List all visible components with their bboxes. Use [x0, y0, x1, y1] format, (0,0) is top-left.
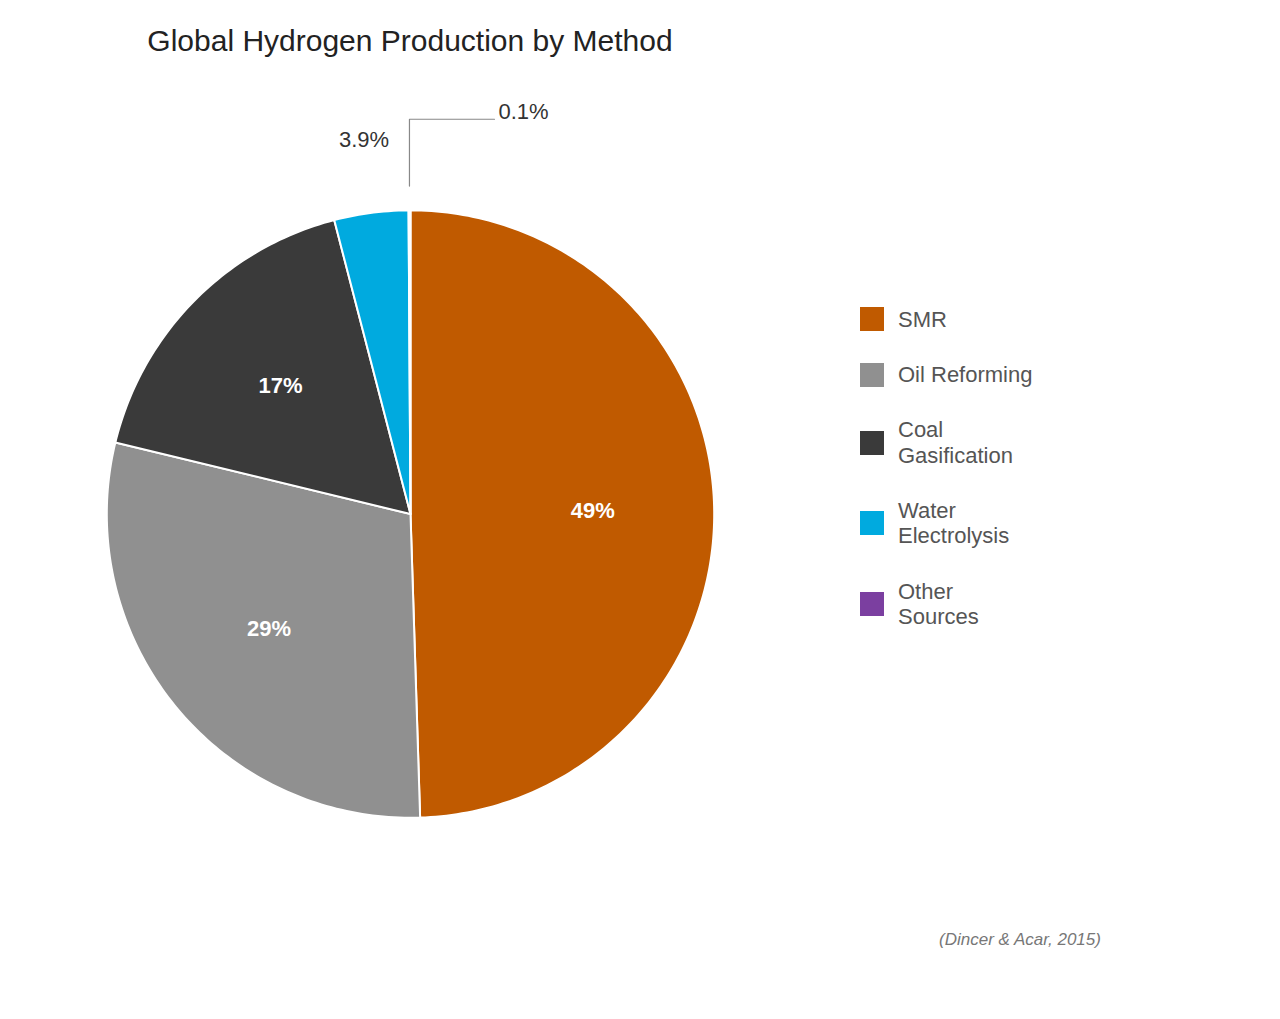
svg-text:29%: 29% [247, 616, 291, 641]
html-text:Coal Gasification: Coal Gasification [898, 417, 1013, 468]
html-text:Global Hydrogen Production by: Global Hydrogen Production by Method [147, 24, 673, 57]
svg-text:0.1%: 0.1% [498, 99, 548, 124]
html-text:Water Electrolysis: Water Electrolysis [898, 498, 1010, 549]
html-text:(Dincer & Acar, 2015): (Dincer & Acar, 2015) [939, 930, 1101, 949]
svg-text:49%: 49% [571, 498, 615, 523]
html-text:Other Sources: Other Sources [898, 578, 979, 629]
svg-text:3.9%: 3.9% [339, 127, 389, 152]
html-text:Oil Reforming: Oil Reforming [898, 362, 1033, 388]
html-text:SMR: SMR [898, 306, 947, 332]
svg-text:17%: 17% [259, 373, 303, 398]
